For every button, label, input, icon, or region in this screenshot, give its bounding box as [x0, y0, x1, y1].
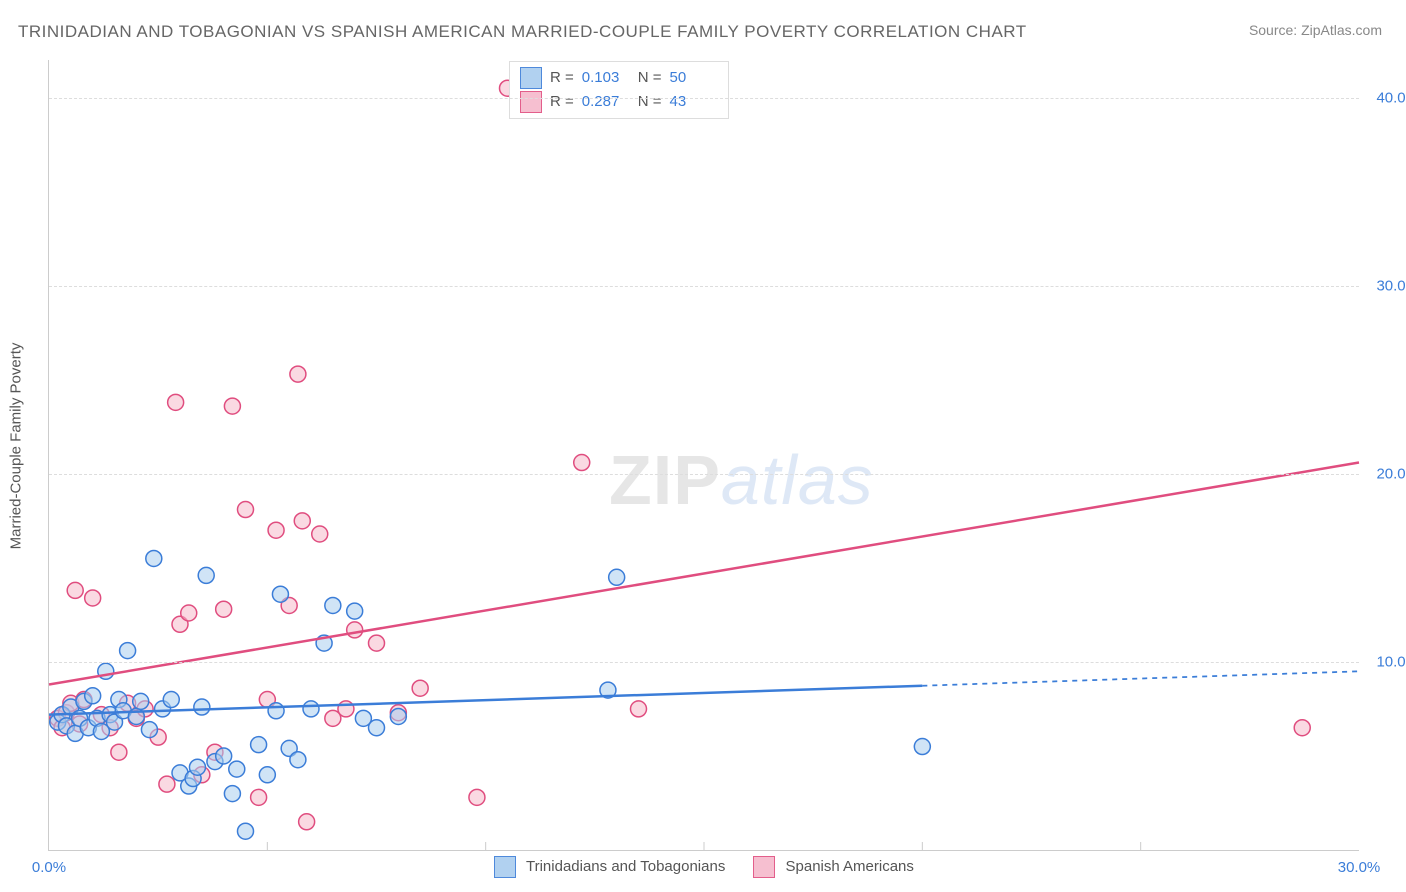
- data-point-blue: [85, 688, 101, 704]
- data-point-pink: [469, 789, 485, 805]
- data-point-blue: [325, 597, 341, 613]
- data-point-blue: [238, 823, 254, 839]
- data-point-blue: [146, 550, 162, 566]
- bottom-legend: Trinidadians and Tobagonians Spanish Ame…: [49, 856, 1359, 878]
- stats-n-label-2: N =: [638, 90, 662, 114]
- data-point-pink: [369, 635, 385, 651]
- stats-r-blue: 0.103: [582, 66, 630, 90]
- source-name: ZipAtlas.com: [1301, 22, 1382, 38]
- data-point-blue: [194, 699, 210, 715]
- y-tick-label: 10.0%: [1364, 653, 1406, 670]
- data-point-pink: [181, 605, 197, 621]
- data-point-pink: [412, 680, 428, 696]
- data-point-blue: [914, 739, 930, 755]
- data-point-pink: [631, 701, 647, 717]
- data-point-blue: [609, 569, 625, 585]
- data-point-pink: [1294, 720, 1310, 736]
- data-point-pink: [338, 701, 354, 717]
- trend-line-pink: [49, 463, 1359, 685]
- data-point-blue: [369, 720, 385, 736]
- stats-row-blue: R = 0.103 N = 50: [520, 66, 718, 90]
- data-point-pink: [312, 526, 328, 542]
- chart-svg: [49, 60, 1359, 850]
- x-tick-label: 0.0%: [32, 859, 66, 876]
- data-point-blue: [259, 767, 275, 783]
- data-point-blue: [229, 761, 245, 777]
- data-point-blue: [163, 692, 179, 708]
- chart-container: TRINIDADIAN AND TOBAGONIAN VS SPANISH AM…: [0, 0, 1406, 892]
- stats-row-pink: R = 0.287 N = 43: [520, 90, 718, 114]
- data-point-blue: [251, 737, 267, 753]
- trend-line-blue: [49, 686, 922, 715]
- chart-title: TRINIDADIAN AND TOBAGONIAN VS SPANISH AM…: [18, 22, 1027, 42]
- data-point-blue: [347, 603, 363, 619]
- stats-r-label: R =: [550, 66, 574, 90]
- stats-legend: R = 0.103 N = 50 R = 0.287 N = 43: [509, 61, 729, 119]
- data-point-blue: [272, 586, 288, 602]
- stats-n-label: N =: [638, 66, 662, 90]
- stats-n-pink: 43: [670, 90, 718, 114]
- source-label: Source: ZipAtlas.com: [1249, 22, 1382, 38]
- swatch-blue-icon: [494, 856, 516, 878]
- data-point-pink: [268, 522, 284, 538]
- data-point-pink: [251, 789, 267, 805]
- stats-r-pink: 0.287: [582, 90, 630, 114]
- data-point-blue: [224, 786, 240, 802]
- swatch-pink-icon: [520, 91, 542, 113]
- y-tick-label: 20.0%: [1364, 465, 1406, 482]
- legend-item-blue: Trinidadians and Tobagonians: [494, 856, 725, 878]
- source-prefix: Source:: [1249, 22, 1301, 38]
- data-point-pink: [299, 814, 315, 830]
- data-point-blue: [303, 701, 319, 717]
- data-point-pink: [224, 398, 240, 414]
- legend-label-blue: Trinidadians and Tobagonians: [526, 858, 725, 875]
- data-point-pink: [347, 622, 363, 638]
- data-point-pink: [294, 513, 310, 529]
- swatch-blue-icon: [520, 67, 542, 89]
- data-point-blue: [216, 748, 232, 764]
- data-point-blue: [120, 643, 136, 659]
- data-point-pink: [85, 590, 101, 606]
- data-point-pink: [168, 394, 184, 410]
- y-tick-label: 40.0%: [1364, 89, 1406, 106]
- y-axis-title: Married-Couple Family Poverty: [8, 343, 25, 550]
- data-point-blue: [141, 722, 157, 738]
- data-point-pink: [238, 502, 254, 518]
- trend-line-blue-extrapolated: [922, 671, 1359, 685]
- data-point-blue: [268, 703, 284, 719]
- data-point-pink: [67, 582, 83, 598]
- legend-item-pink: Spanish Americans: [753, 856, 914, 878]
- data-point-blue: [133, 693, 149, 709]
- data-point-blue: [198, 567, 214, 583]
- data-point-pink: [290, 366, 306, 382]
- data-point-blue: [189, 759, 205, 775]
- stats-n-blue: 50: [670, 66, 718, 90]
- data-point-pink: [111, 744, 127, 760]
- data-point-pink: [159, 776, 175, 792]
- legend-label-pink: Spanish Americans: [786, 858, 914, 875]
- swatch-pink-icon: [753, 856, 775, 878]
- data-point-blue: [390, 708, 406, 724]
- plot-area: ZIPatlas R = 0.103 N = 50 R = 0.287 N = …: [48, 60, 1359, 851]
- x-tick-label: 30.0%: [1338, 859, 1381, 876]
- data-point-pink: [574, 455, 590, 471]
- data-point-pink: [216, 601, 232, 617]
- data-point-blue: [290, 752, 306, 768]
- y-tick-label: 30.0%: [1364, 277, 1406, 294]
- stats-r-label-2: R =: [550, 90, 574, 114]
